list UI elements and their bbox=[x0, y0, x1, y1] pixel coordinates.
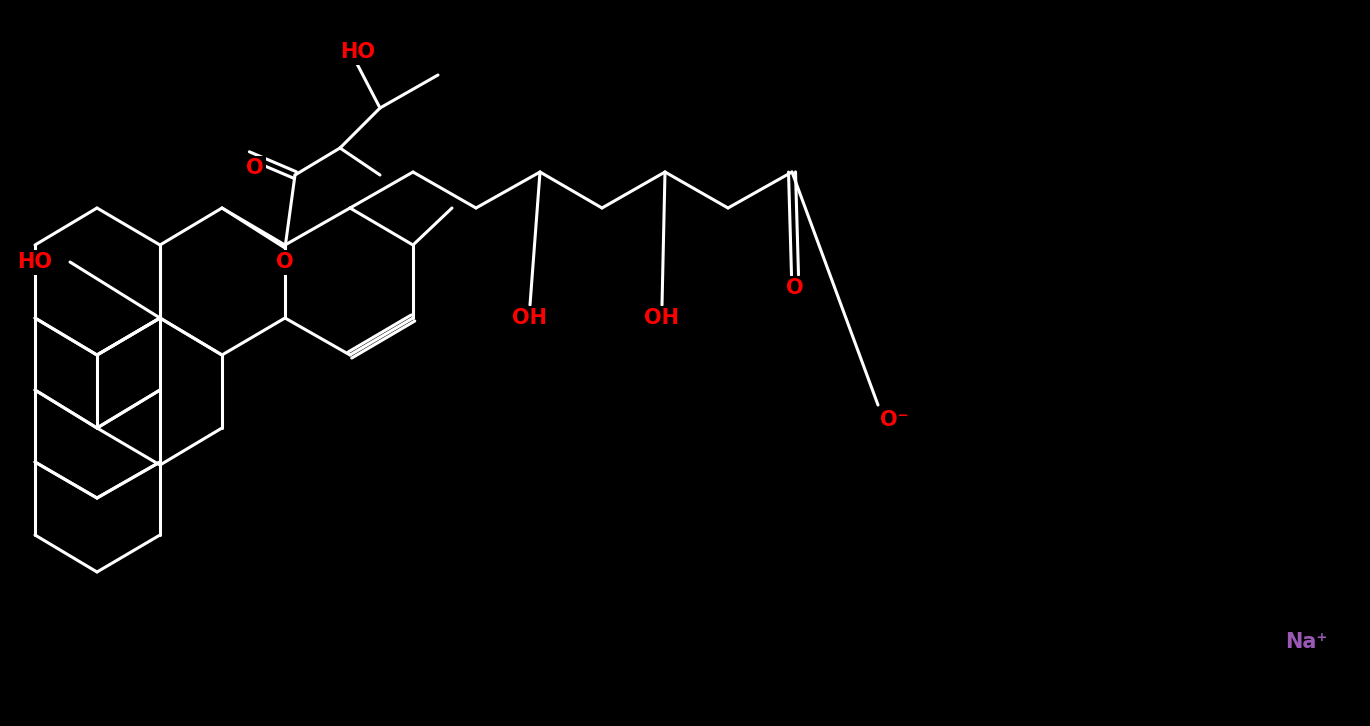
Text: O⁻: O⁻ bbox=[880, 410, 908, 430]
Text: O: O bbox=[786, 278, 804, 298]
Text: OH: OH bbox=[644, 308, 680, 328]
Text: O: O bbox=[277, 252, 293, 272]
Text: O: O bbox=[247, 158, 264, 178]
Text: OH: OH bbox=[512, 308, 548, 328]
Text: HO: HO bbox=[16, 252, 52, 272]
Text: Na⁺: Na⁺ bbox=[1285, 632, 1328, 652]
Text: HO: HO bbox=[340, 42, 375, 62]
